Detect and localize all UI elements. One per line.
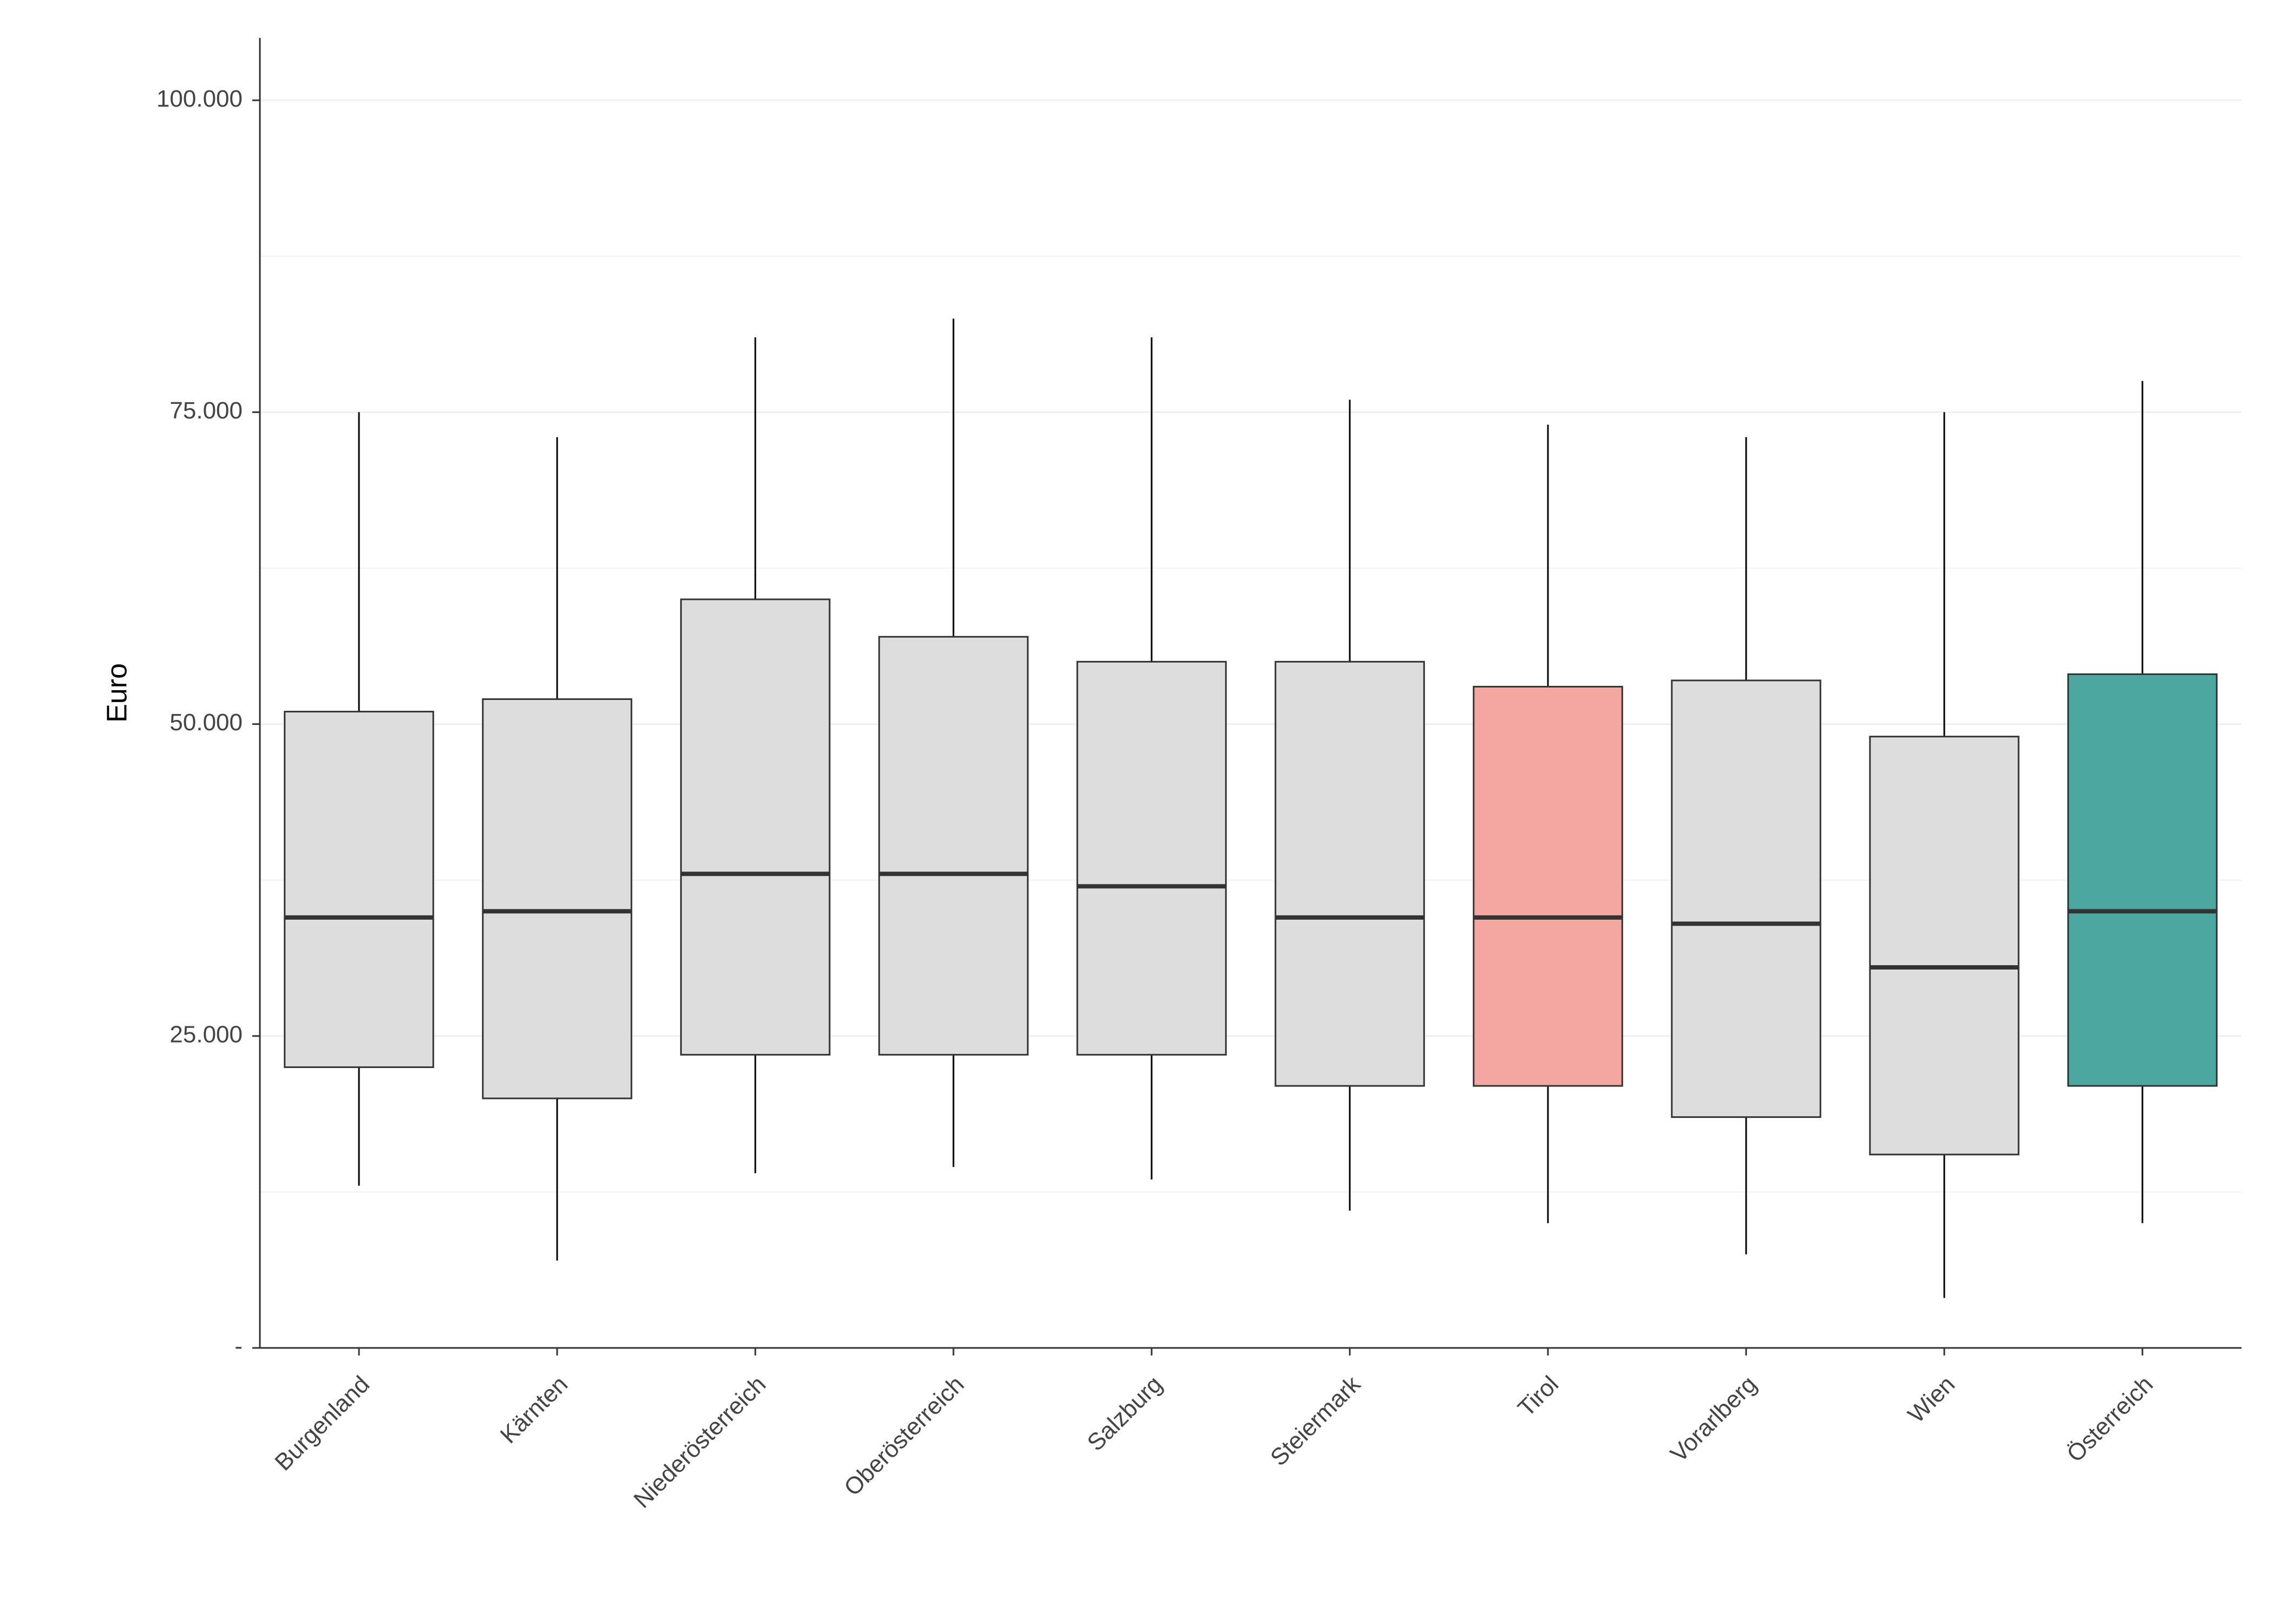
box [285,712,434,1068]
box [1672,680,1821,1117]
y-tick-label: - [234,1333,243,1360]
x-tick-label: Kärnten [495,1371,573,1449]
y-tick-label: 75.000 [169,397,243,424]
box [1870,737,2019,1155]
box [1276,662,1424,1086]
x-tick-label: Wien [1903,1371,1961,1428]
x-tick-label: Niederösterreich [629,1371,771,1513]
box [2068,674,2217,1086]
x-tick-label: Österreich [2062,1371,2158,1467]
x-tick-label: Burgenland [270,1371,375,1476]
x-tick-label: Vorarlberg [1665,1371,1762,1467]
x-tick-label: Steiermark [1265,1371,1366,1471]
boxplot-svg: - 25.000 50.000 75.000 100.000 Burgenland Kärn… [0,0,2274,1624]
box [1077,662,1226,1055]
box [879,637,1028,1055]
box [483,699,632,1099]
chart-container: - 25.000 50.000 75.000 100.000 Burgenland Kärn… [0,0,2274,1624]
box [681,599,830,1055]
y-axis-title: Euro [102,663,133,723]
y-tick-label: 50.000 [169,709,243,736]
x-tick-label: Salzburg [1082,1371,1167,1456]
y-tick-label: 100.000 [156,86,243,112]
y-tick-label: 25.000 [169,1021,243,1047]
box [1474,686,1623,1086]
x-tick-label: Oberösterreich [839,1371,969,1501]
x-tick-label: Tirol [1513,1371,1564,1422]
